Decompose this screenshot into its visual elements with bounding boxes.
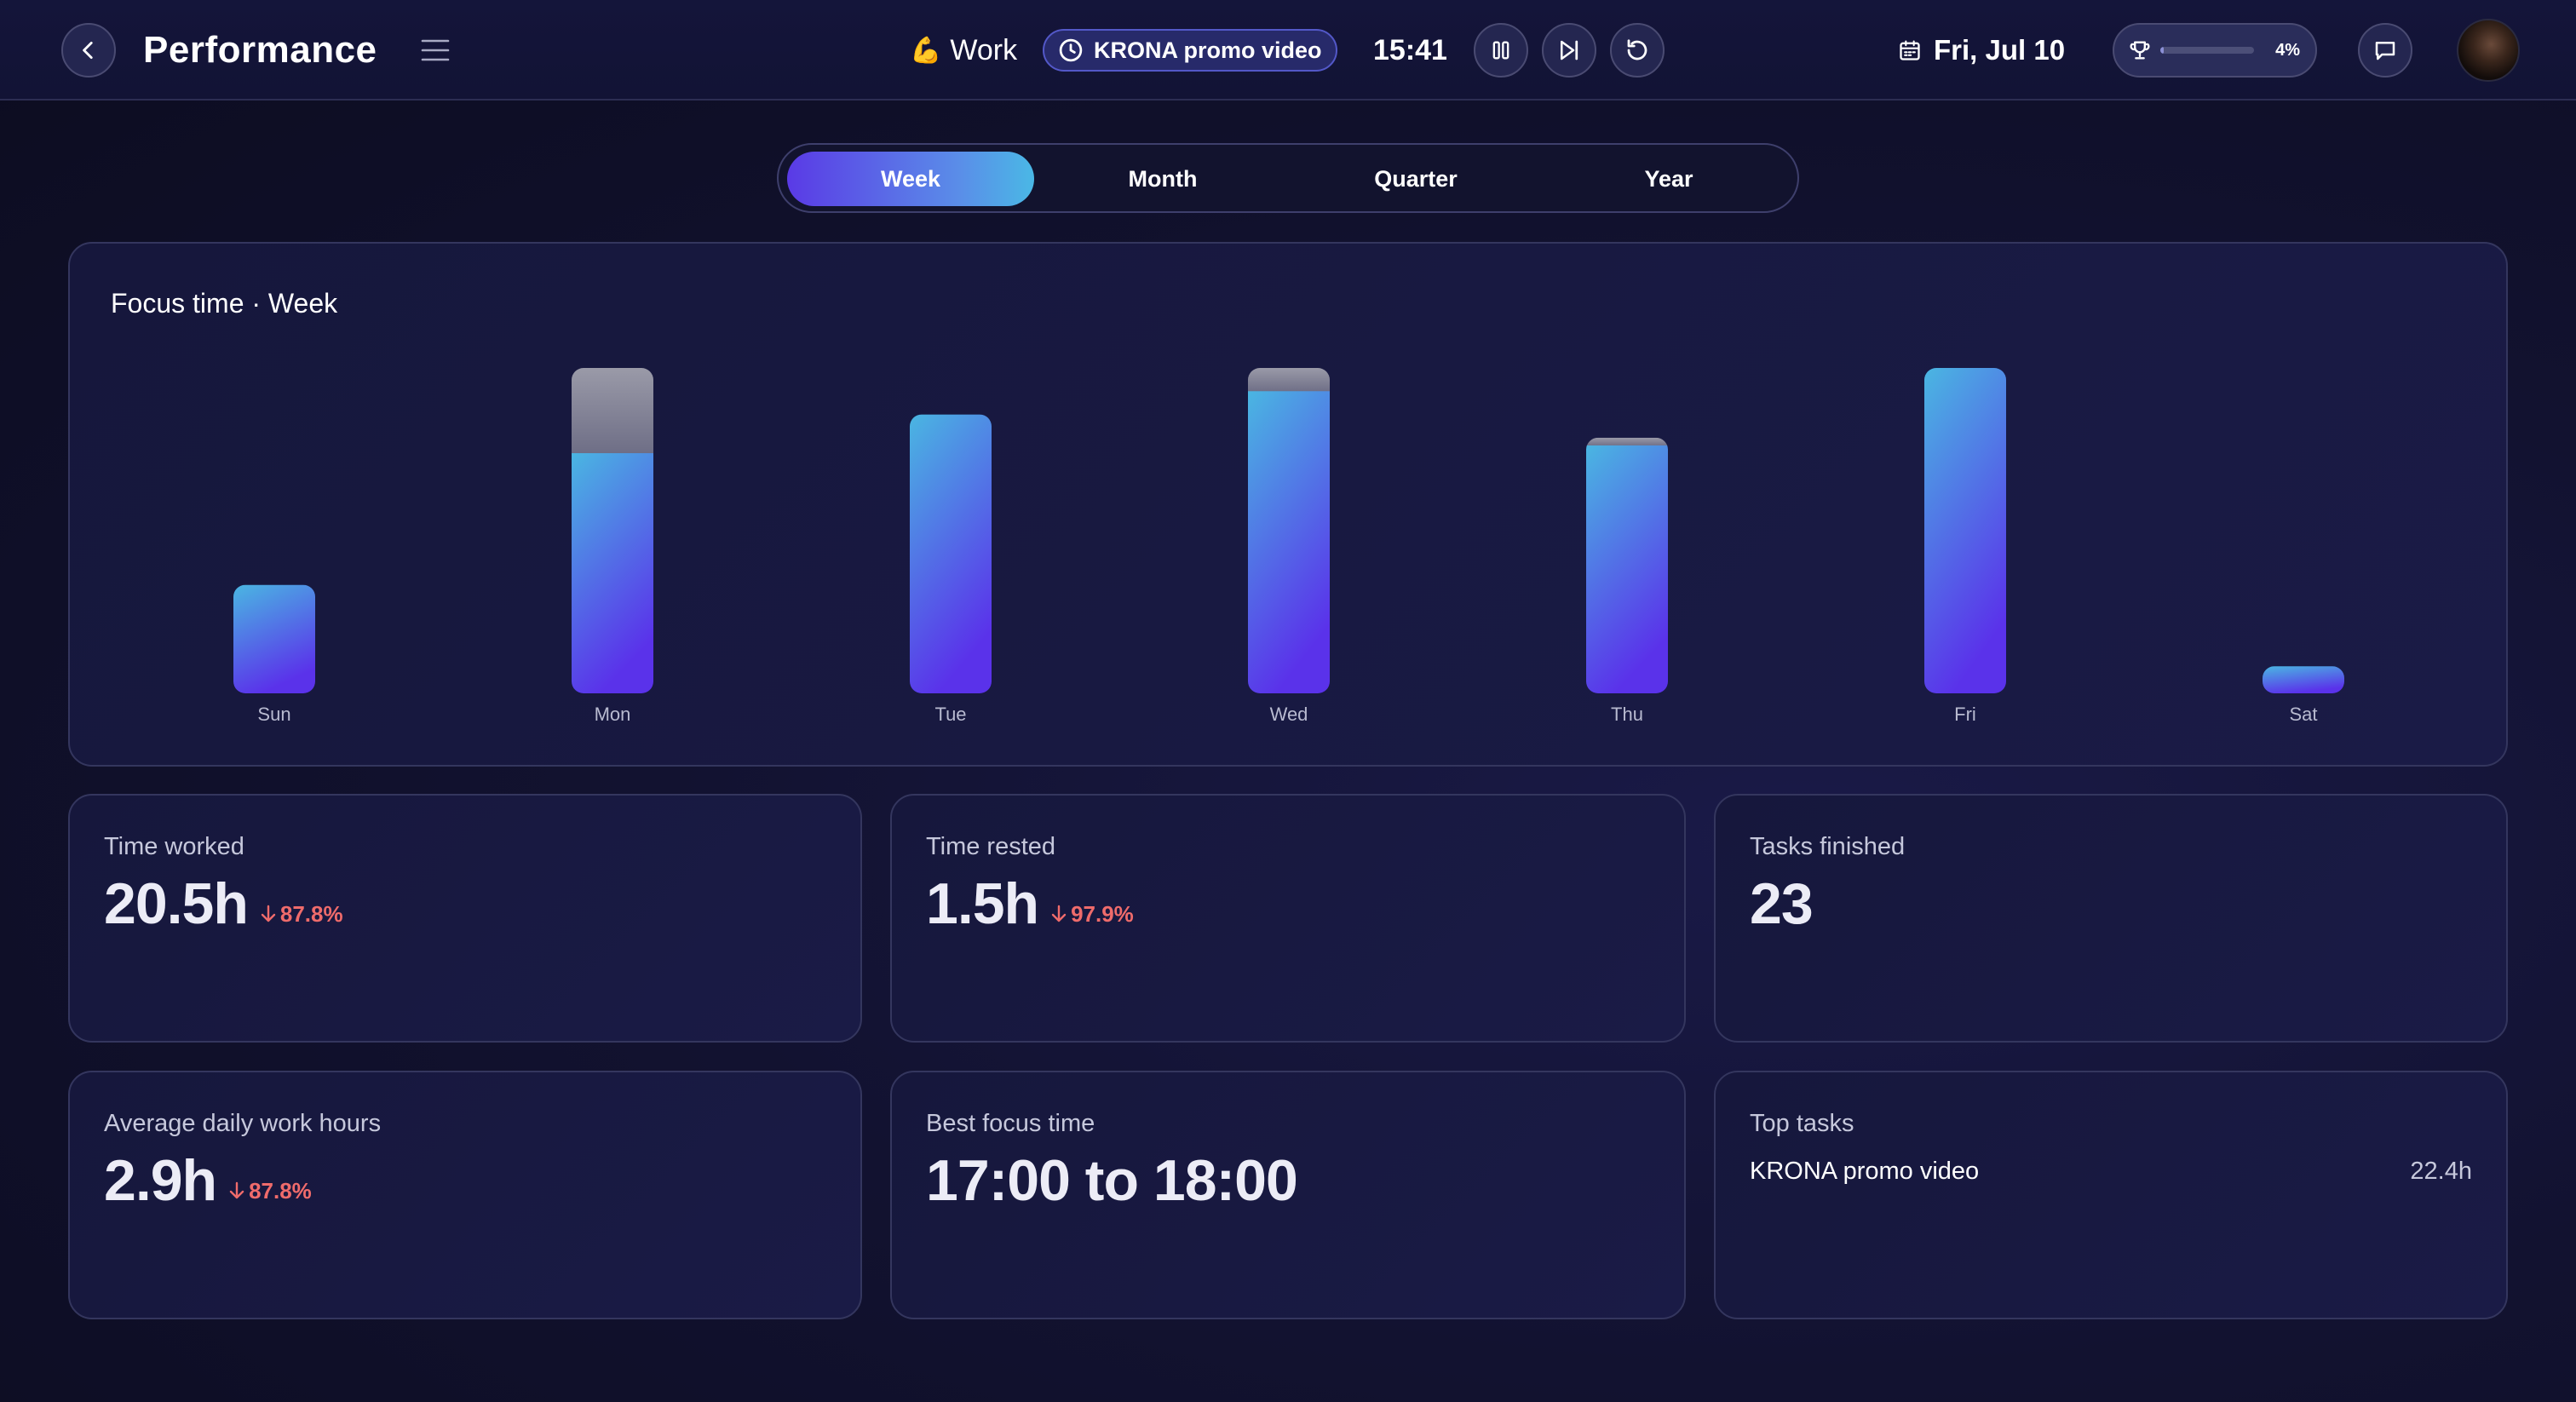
best-focus-time-card: Best focus time 17:00 to 18:00 bbox=[890, 1071, 1686, 1319]
bar-focus-segment-wed bbox=[1248, 391, 1330, 693]
pause-icon bbox=[1492, 41, 1509, 60]
back-button[interactable] bbox=[61, 23, 116, 78]
date-display[interactable]: Fri, Jul 10 bbox=[1898, 29, 2065, 72]
arrow-down-icon bbox=[1051, 905, 1067, 922]
tab-quarter[interactable]: Quarter bbox=[1374, 165, 1458, 192]
delta-value: 97.9% bbox=[1071, 900, 1134, 927]
x-tick-label: Mon bbox=[595, 704, 631, 725]
bar-rest-segment-thu bbox=[1586, 437, 1668, 446]
clock-icon bbox=[1059, 38, 1083, 62]
bar-focus-segment-thu bbox=[1586, 445, 1668, 693]
feedback-button[interactable] bbox=[2358, 23, 2412, 78]
page-title: Performance bbox=[143, 29, 377, 71]
focus-time-chart: Sun Mon Tue Wed Thu Fri Sat bbox=[233, 368, 2344, 725]
bar-sun[interactable] bbox=[233, 584, 315, 693]
stat-value: 23 bbox=[1750, 871, 1814, 936]
date-label: Fri, Jul 10 bbox=[1934, 34, 2066, 66]
project-label: Work bbox=[950, 33, 1018, 66]
time-rested-card: Time rested 1.5h 97.9% bbox=[890, 794, 1686, 1043]
pause-button[interactable] bbox=[1474, 23, 1528, 78]
calendar-icon bbox=[1900, 40, 1920, 60]
period-tabs: Week Month Quarter Year bbox=[777, 143, 1799, 213]
tab-year[interactable]: Year bbox=[1644, 165, 1693, 192]
x-tick-label: Sat bbox=[2289, 704, 2317, 725]
goal-progress-fill bbox=[2160, 47, 2165, 54]
skip-button[interactable] bbox=[1542, 23, 1596, 78]
list-item[interactable]: KRONA promo video 22.4h bbox=[1750, 1158, 2472, 1186]
bar-tue[interactable] bbox=[910, 414, 992, 693]
arrow-down-icon bbox=[229, 1181, 244, 1199]
chat-bubble-icon bbox=[2375, 42, 2395, 60]
tab-month[interactable]: Month bbox=[1128, 165, 1198, 192]
bar-fri[interactable] bbox=[1924, 368, 2006, 693]
stat-value: 20.5h bbox=[104, 871, 249, 936]
bar-rest-segment-wed bbox=[1248, 368, 1330, 393]
timer-readout: 15:41 bbox=[1373, 34, 1447, 66]
delta-badge: 87.8% bbox=[228, 1178, 312, 1204]
bar-focus-segment-sat bbox=[2263, 666, 2344, 693]
delta-value: 87.8% bbox=[279, 900, 343, 927]
goal-progress-track bbox=[2160, 47, 2254, 54]
project-selector[interactable]: 💪 Work bbox=[910, 29, 1017, 72]
top-tasks-card: Top tasks KRONA promo video 22.4h bbox=[1714, 1071, 2508, 1319]
x-tick-label: Fri bbox=[1954, 704, 1976, 725]
delta-badge: 97.9% bbox=[1050, 901, 1134, 928]
x-tick-label: Wed bbox=[1270, 704, 1308, 725]
x-tick-label: Thu bbox=[1611, 704, 1643, 725]
chevron-left-icon bbox=[83, 41, 93, 60]
tasks-finished-card: Tasks finished 23 bbox=[1714, 794, 2508, 1043]
reset-button[interactable] bbox=[1610, 23, 1665, 78]
bar-rest-segment-mon bbox=[572, 368, 653, 455]
rotate-ccw-icon bbox=[1627, 39, 1647, 60]
x-tick-label: Tue bbox=[934, 704, 966, 725]
trophy-icon bbox=[2130, 41, 2150, 60]
bar-focus-segment-fri bbox=[1924, 368, 2006, 693]
stat-title: Tasks finished bbox=[1750, 833, 1906, 860]
top-bar: Performance 💪 Work KRONA promo video 15:… bbox=[0, 0, 2576, 101]
tab-week[interactable]: Week bbox=[787, 152, 1034, 206]
bar-sat[interactable] bbox=[2263, 666, 2344, 693]
bar-focus-segment-sun bbox=[233, 584, 315, 693]
current-task-pill[interactable]: KRONA promo video bbox=[1043, 29, 1337, 72]
bar-wed[interactable] bbox=[1248, 368, 1330, 693]
chart-title: Focus time · Week bbox=[111, 288, 338, 319]
bar-mon[interactable] bbox=[572, 368, 653, 693]
average-daily-hours-card: Average daily work hours 2.9h 87.8% bbox=[68, 1071, 862, 1319]
avatar[interactable] bbox=[2457, 19, 2520, 82]
delta-value: 87.8% bbox=[249, 1177, 312, 1204]
menu-icon[interactable] bbox=[421, 37, 450, 63]
stat-title: Time rested bbox=[926, 833, 1056, 860]
stat-title: Top tasks bbox=[1750, 1110, 1854, 1137]
top-task-hours: 22.4h bbox=[2410, 1158, 2472, 1185]
bar-focus-segment-tue bbox=[910, 414, 992, 693]
time-worked-card: Time worked 20.5h 87.8% bbox=[68, 794, 862, 1043]
focus-time-chart-card: Focus time · Week Sun Mon Tue Wed Thu Fri Sat bbox=[68, 242, 2508, 767]
skip-forward-icon bbox=[1561, 40, 1578, 60]
flexed-arm-icon: 💪 bbox=[910, 36, 942, 65]
bar-focus-segment-mon bbox=[572, 453, 653, 693]
stat-value: 2.9h bbox=[104, 1148, 217, 1213]
daily-goal-progress[interactable]: 4% bbox=[2113, 23, 2317, 78]
goal-percent: 4% bbox=[2275, 40, 2300, 60]
top-task-name: KRONA promo video bbox=[1750, 1158, 1980, 1185]
stat-title: Average daily work hours bbox=[104, 1110, 382, 1137]
delta-badge: 87.8% bbox=[260, 901, 343, 928]
current-task-label: KRONA promo video bbox=[1094, 37, 1322, 63]
stat-value: 17:00 to 18:00 bbox=[926, 1148, 1298, 1213]
x-tick-label: Sun bbox=[257, 704, 290, 725]
arrow-down-icon bbox=[261, 905, 276, 922]
bar-thu[interactable] bbox=[1586, 437, 1668, 693]
stat-title: Best focus time bbox=[926, 1110, 1095, 1137]
stat-value: 1.5h bbox=[926, 871, 1039, 936]
stat-title: Time worked bbox=[104, 833, 244, 860]
